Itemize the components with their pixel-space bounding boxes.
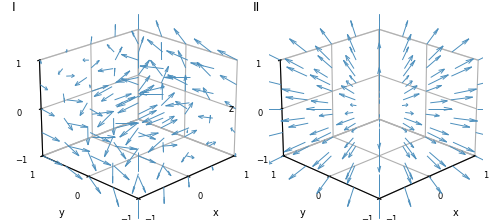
Text: II: II xyxy=(252,0,259,13)
Text: I: I xyxy=(12,0,15,13)
Y-axis label: y: y xyxy=(59,208,65,218)
Y-axis label: y: y xyxy=(299,208,305,218)
X-axis label: x: x xyxy=(452,208,458,218)
X-axis label: x: x xyxy=(212,208,217,218)
